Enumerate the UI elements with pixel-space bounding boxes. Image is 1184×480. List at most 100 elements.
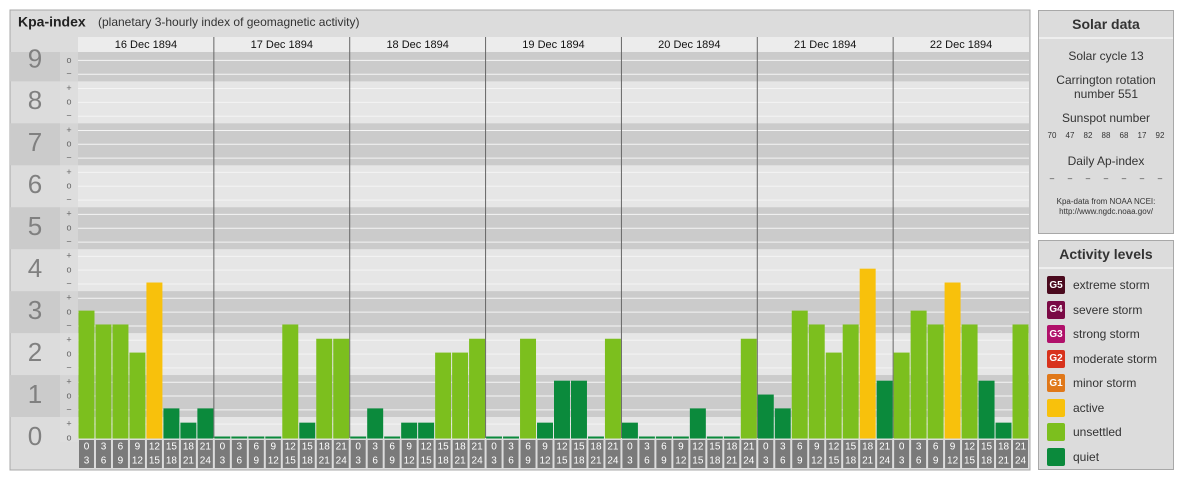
source: Kpa-data from NOAA NCEI: http://www.ngdc.… — [1039, 197, 1173, 217]
x-tick-label: 21 — [1015, 442, 1027, 453]
time-box — [724, 440, 740, 468]
minor-tick-label: o — [66, 307, 71, 317]
sunspot-number: 70 — [1047, 131, 1057, 140]
x-tick-label: 24 — [743, 456, 755, 467]
level-label: extreme storm — [1073, 278, 1150, 293]
chart-title: Kpa-index — [18, 14, 86, 30]
minor-tick-label: + — [66, 125, 71, 135]
time-box — [418, 440, 434, 468]
chart-subtitle: (planetary 3-hourly index of geomagnetic… — [98, 15, 359, 29]
level-badge: G5 — [1049, 279, 1063, 291]
bar — [978, 380, 995, 439]
level-row: active — [1039, 396, 1173, 421]
level-row: unsettled — [1039, 420, 1173, 445]
time-box — [758, 440, 774, 468]
x-tick-label: 24 — [879, 456, 891, 467]
x-tick-label: 6 — [525, 442, 531, 453]
panel-title: Solar data — [1039, 11, 1173, 39]
x-tick-label: 18 — [438, 456, 450, 467]
bar — [282, 324, 299, 439]
x-tick-label: 3 — [763, 456, 769, 467]
x-tick-label: 0 — [763, 442, 769, 453]
day-label: 19 Dec 1894 — [522, 39, 584, 51]
level-label: moderate storm — [1073, 351, 1158, 366]
bar — [350, 436, 367, 439]
x-tick-label: 15 — [692, 456, 704, 467]
x-tick-label: 21 — [336, 442, 348, 453]
time-box — [112, 440, 128, 468]
time-box — [792, 440, 808, 468]
bar — [740, 338, 757, 439]
x-tick-label: 15 — [573, 442, 585, 453]
minor-tick-label: − — [66, 69, 71, 79]
sunspot-list: 70 47 82 88 68 17 92 — [1043, 131, 1169, 140]
x-tick-label: 18 — [981, 456, 993, 467]
level-label: active — [1073, 400, 1105, 415]
minor-column — [60, 52, 78, 442]
minor-tick-label: + — [66, 419, 71, 429]
time-box — [537, 440, 553, 468]
x-tick-label: 3 — [508, 442, 514, 453]
level-swatch — [1047, 447, 1065, 466]
minor-tick-label: o — [66, 55, 71, 65]
bar — [112, 324, 129, 439]
bar — [554, 380, 570, 439]
x-tick-label: 21 — [455, 456, 467, 467]
y-tick-label: 7 — [28, 127, 42, 157]
x-tick-label: 9 — [118, 456, 124, 467]
x-tick-label: 3 — [780, 442, 786, 453]
level-label: severe storm — [1073, 302, 1143, 317]
x-tick-label: 6 — [797, 442, 803, 453]
bar — [401, 422, 418, 439]
x-tick-label: 21 — [472, 442, 484, 453]
minor-tick-label: + — [66, 209, 71, 219]
x-tick-label: 18 — [845, 456, 857, 467]
bar — [197, 408, 214, 439]
level-swatch: G4 — [1047, 300, 1065, 319]
y-tick-label: 1 — [28, 379, 42, 409]
x-tick-label: 15 — [438, 442, 450, 453]
bar — [995, 422, 1012, 439]
sunspot-number: 82 — [1083, 131, 1093, 140]
x-tick-label: 0 — [627, 442, 633, 453]
x-tick-label: 0 — [355, 442, 361, 453]
bar — [859, 268, 876, 439]
bar — [910, 310, 927, 439]
bar — [333, 338, 350, 439]
time-box — [248, 440, 264, 468]
time-box — [911, 440, 927, 468]
x-tick-label: 24 — [200, 456, 212, 467]
x-tick-label: 3 — [627, 456, 633, 467]
x-tick-label: 6 — [933, 442, 939, 453]
x-tick-label: 9 — [135, 442, 141, 453]
bar — [214, 436, 231, 439]
minor-tick-label: − — [66, 320, 71, 330]
x-tick-label: 21 — [879, 442, 891, 453]
carrington: Carrington rotation number 551 — [1056, 73, 1156, 101]
y-tick-label: 6 — [28, 169, 42, 199]
y-tick-label: 8 — [28, 85, 42, 115]
x-tick-label: 12 — [964, 442, 976, 453]
bar — [95, 324, 112, 439]
bar — [774, 408, 791, 439]
day-label: 18 Dec 1894 — [386, 39, 448, 51]
time-box — [690, 440, 706, 468]
bar — [418, 422, 435, 439]
minor-tick-label: − — [66, 278, 71, 288]
time-box — [1013, 440, 1028, 468]
minor-tick-label: + — [66, 251, 71, 261]
bar — [791, 310, 808, 439]
x-tick-label: 0 — [899, 442, 905, 453]
time-box — [197, 440, 213, 468]
y-tick-label: 3 — [28, 295, 42, 325]
x-tick-label: 15 — [421, 456, 433, 467]
x-tick-label: 6 — [644, 456, 650, 467]
bar — [570, 380, 587, 439]
minor-tick-label: o — [66, 348, 71, 358]
x-tick-label: 9 — [406, 442, 412, 453]
bar — [146, 282, 163, 439]
x-tick-label: 15 — [166, 442, 178, 453]
time-box — [265, 440, 281, 468]
x-tick-label: 9 — [254, 456, 260, 467]
